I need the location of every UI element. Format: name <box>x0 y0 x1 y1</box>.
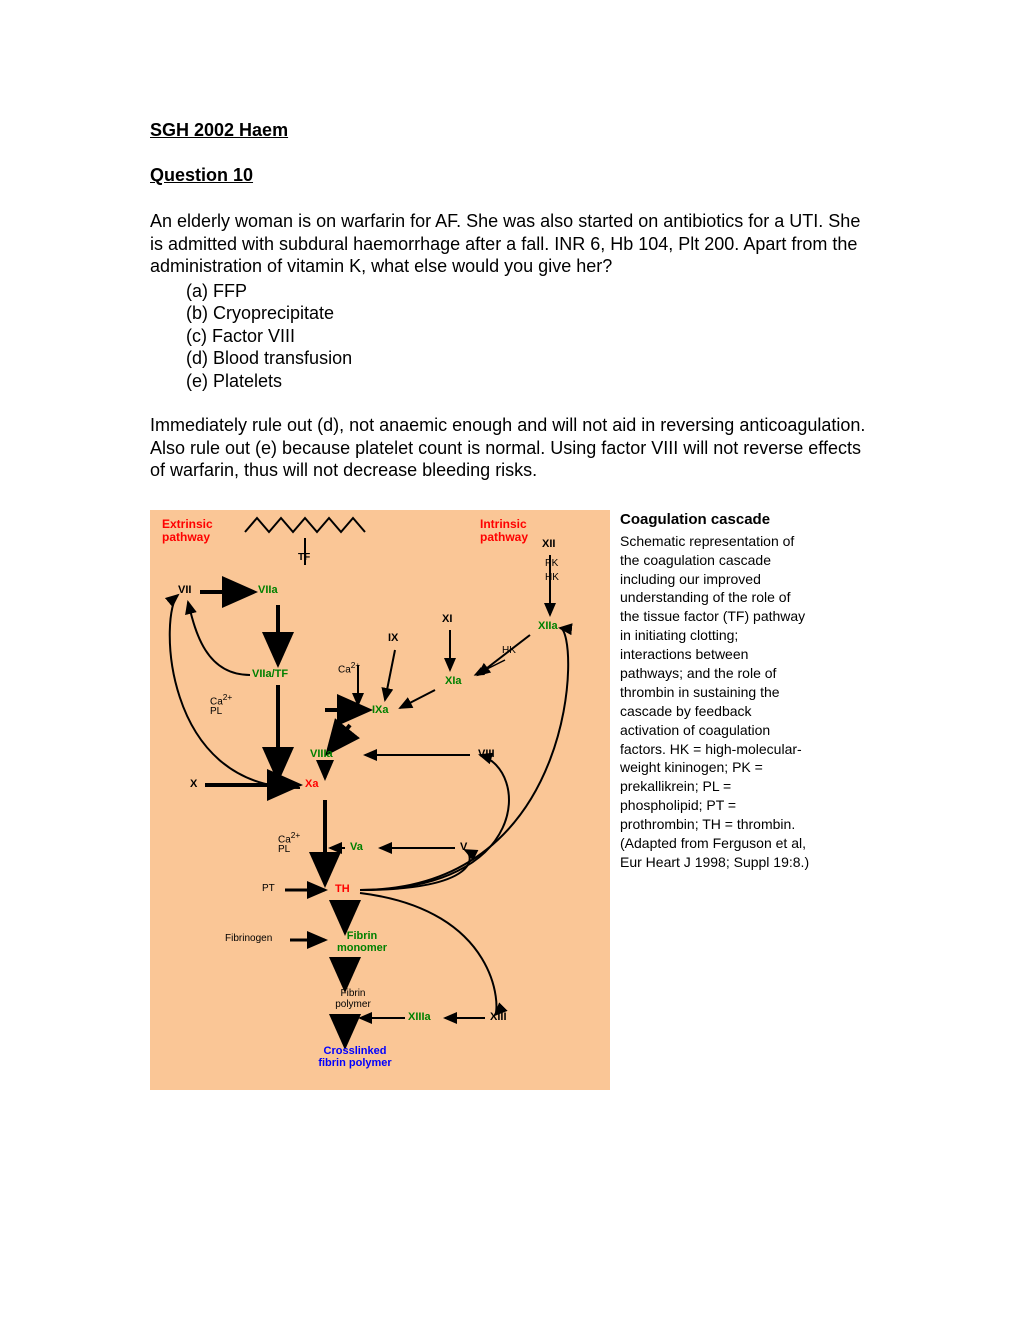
option-b: (b) Cryoprecipitate <box>186 302 870 325</box>
xiii-label: XIII <box>490 1011 507 1023</box>
question-title: Question 10 <box>150 165 870 186</box>
th-label: TH <box>335 883 350 895</box>
viiia-label: VIIIa <box>310 748 333 760</box>
ix-label: IX <box>388 632 398 644</box>
va-label: Va <box>350 841 363 853</box>
intrinsic-label: Intrinsic pathway <box>480 518 534 544</box>
pt-label: PT <box>262 883 275 894</box>
ixa-label: IXa <box>372 704 389 716</box>
coagulation-diagram: Extrinsic pathway Intrinsic pathway <box>150 510 610 1090</box>
fibrin-poly-label: Fibrin polymer <box>328 988 378 1010</box>
v-label: V <box>460 841 467 853</box>
figure-wrap: Extrinsic pathway Intrinsic pathway <box>150 510 870 1090</box>
xiia-label: XIIa <box>538 620 558 632</box>
explanation: Immediately rule out (d), not anaemic en… <box>150 414 870 482</box>
fibrinogen-label: Fibrinogen <box>225 933 272 944</box>
viii-label: VIII <box>478 748 495 760</box>
extrinsic-label: Extrinsic pathway <box>162 518 216 544</box>
answer-options: (a) FFP (b) Cryoprecipitate (c) Factor V… <box>150 280 870 393</box>
caption-body: Schematic representation of the coagulat… <box>620 532 810 872</box>
pl2-label: PL <box>278 844 290 855</box>
question-body: An elderly woman is on warfarin for AF. … <box>150 210 870 278</box>
option-a: (a) FFP <box>186 280 870 303</box>
xiiia-label: XIIIa <box>408 1011 431 1023</box>
option-e: (e) Platelets <box>186 370 870 393</box>
figure-caption: Coagulation cascade Schematic representa… <box>620 510 810 1090</box>
option-d: (d) Blood transfusion <box>186 347 870 370</box>
fibrin-mono-label: Fibrin monomer <box>332 930 392 954</box>
xi-label: XI <box>442 613 452 625</box>
tf-label: TF <box>298 552 310 563</box>
vii-label: VII <box>178 584 191 596</box>
hk1-label: HK <box>545 572 559 583</box>
ca2-label: Ca2+ <box>338 660 360 675</box>
caption-title: Coagulation cascade <box>620 510 810 530</box>
xa-label: Xa <box>305 778 318 790</box>
pk-label: PK <box>545 558 558 569</box>
crosslinked-label: Crosslinked fibrin polymer <box>310 1045 400 1070</box>
hk2-label: HK <box>502 645 516 656</box>
x-label: X <box>190 778 197 790</box>
doc-title: SGH 2002 Haem <box>150 120 870 141</box>
option-c: (c) Factor VIII <box>186 325 870 348</box>
xia-label: XIa <box>445 675 462 687</box>
diagram-arrows <box>150 510 610 1090</box>
viia-label: VIIa <box>258 584 278 596</box>
xii-label: XII <box>542 538 555 550</box>
pl1-label: PL <box>210 706 222 717</box>
viia-tf-label: VIIa/TF <box>252 668 288 680</box>
